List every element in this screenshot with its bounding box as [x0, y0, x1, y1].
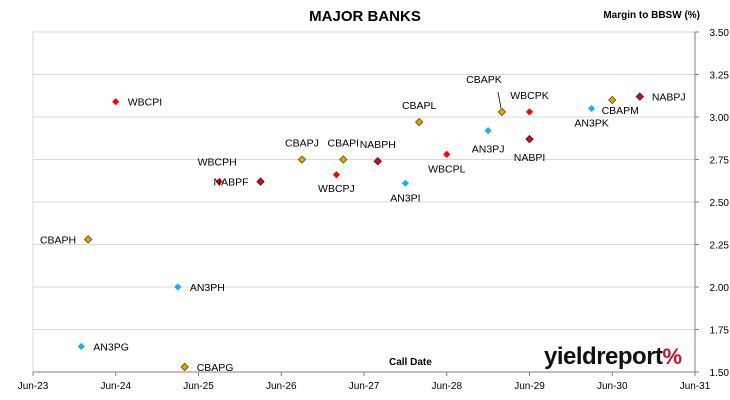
- point-label: AN3PJ: [472, 144, 505, 156]
- point-label: CBAPM: [602, 105, 639, 117]
- point-nabpi: [525, 134, 534, 144]
- point-label: WBCPH: [198, 157, 237, 169]
- y-tick-label: 3.25: [710, 71, 730, 82]
- x-tick-label: Jun-28: [431, 381, 462, 392]
- point-an3pk: [587, 104, 596, 113]
- point-an3pj: [484, 127, 492, 135]
- point-label: WBCPI: [128, 97, 162, 109]
- point-nabpj: [635, 92, 644, 101]
- point-label: CBAPH: [40, 234, 76, 246]
- point-wbcpi: [112, 98, 120, 106]
- x-tick-label: Jun-27: [349, 381, 380, 392]
- yieldreport-logo: yieldreport%: [544, 343, 682, 371]
- point-nabpf: [256, 177, 265, 186]
- point-label: WBCPL: [428, 163, 466, 175]
- y-tick-label: 2.50: [710, 198, 730, 209]
- y-tick-label: 3.00: [710, 113, 730, 124]
- point-cbapk: [497, 107, 507, 117]
- point-cbapm: [608, 95, 617, 105]
- x-axis-label: Call Date: [389, 357, 432, 368]
- y-tick-label: 1.75: [710, 326, 730, 337]
- x-tick-label: Jun-26: [266, 381, 297, 392]
- point-cbaph: [84, 235, 93, 244]
- point-label: NABPF: [214, 177, 249, 189]
- point-label: NABPH: [360, 139, 396, 151]
- point-nabph: [373, 157, 382, 166]
- point-cbapi: [339, 155, 348, 164]
- x-tick-label: Jun-23: [18, 381, 49, 392]
- point-label: CBAPG: [197, 362, 234, 374]
- y-tick-label: 2.75: [710, 156, 730, 167]
- data-points: [77, 92, 644, 372]
- axes: 1.50 1.75 2.00 2.25 2.50 2.75 3.00 3.25 3.50 Jun-…: [18, 28, 730, 392]
- point-labels: WBCPI CBAPH AN3PG AN3PH CBAPG WBCPH NABPF CBAPJ…: [40, 74, 686, 374]
- point-an3pg: [77, 342, 85, 351]
- chart-title: MAJOR BANKS: [309, 8, 421, 25]
- point-label: AN3PG: [93, 342, 129, 354]
- logo-text: yieldreport: [544, 343, 663, 370]
- y-tick-label: 2.00: [710, 283, 730, 294]
- point-label: AN3PH: [190, 282, 225, 294]
- y-tick-label: 2.25: [710, 241, 730, 252]
- point-label: WBCPJ: [318, 183, 355, 195]
- point-label: WBCPK: [510, 90, 549, 102]
- point-label: AN3PK: [574, 118, 608, 130]
- x-tick-label: Jun-29: [514, 381, 545, 392]
- y-axis-label: Margin to BBSW (%): [603, 10, 700, 21]
- point-label: CBAPK: [466, 74, 502, 86]
- point-wbcpl: [443, 150, 451, 158]
- point-an3pi: [401, 179, 409, 187]
- point-label: NABPI: [514, 152, 546, 164]
- point-cbapg: [180, 362, 189, 372]
- point-label: NABPJ: [652, 92, 686, 104]
- point-wbcpk: [525, 108, 534, 116]
- point-wbcph: [215, 178, 223, 186]
- point-label: CBAPJ: [285, 138, 319, 150]
- leader-line: [497, 91, 502, 108]
- gridlines: [33, 31, 695, 373]
- point-wbcpj: [332, 171, 341, 179]
- point-cbapj: [297, 155, 307, 164]
- x-tick-label: Jun-31: [680, 381, 711, 392]
- point-an3ph: [174, 283, 182, 291]
- point-label: CBAPL: [402, 100, 437, 112]
- y-tick-label: 1.50: [710, 368, 730, 379]
- y-tick-label: 3.50: [710, 28, 730, 39]
- x-tick-label: Jun-25: [183, 381, 214, 392]
- point-cbapl: [415, 117, 424, 127]
- point-label: CBAPI: [328, 138, 360, 150]
- x-tick-label: Jun-24: [100, 381, 131, 392]
- x-tick-label: Jun-30: [597, 381, 628, 392]
- point-label: AN3PI: [390, 192, 420, 204]
- logo-percent-symbol: %: [662, 344, 683, 369]
